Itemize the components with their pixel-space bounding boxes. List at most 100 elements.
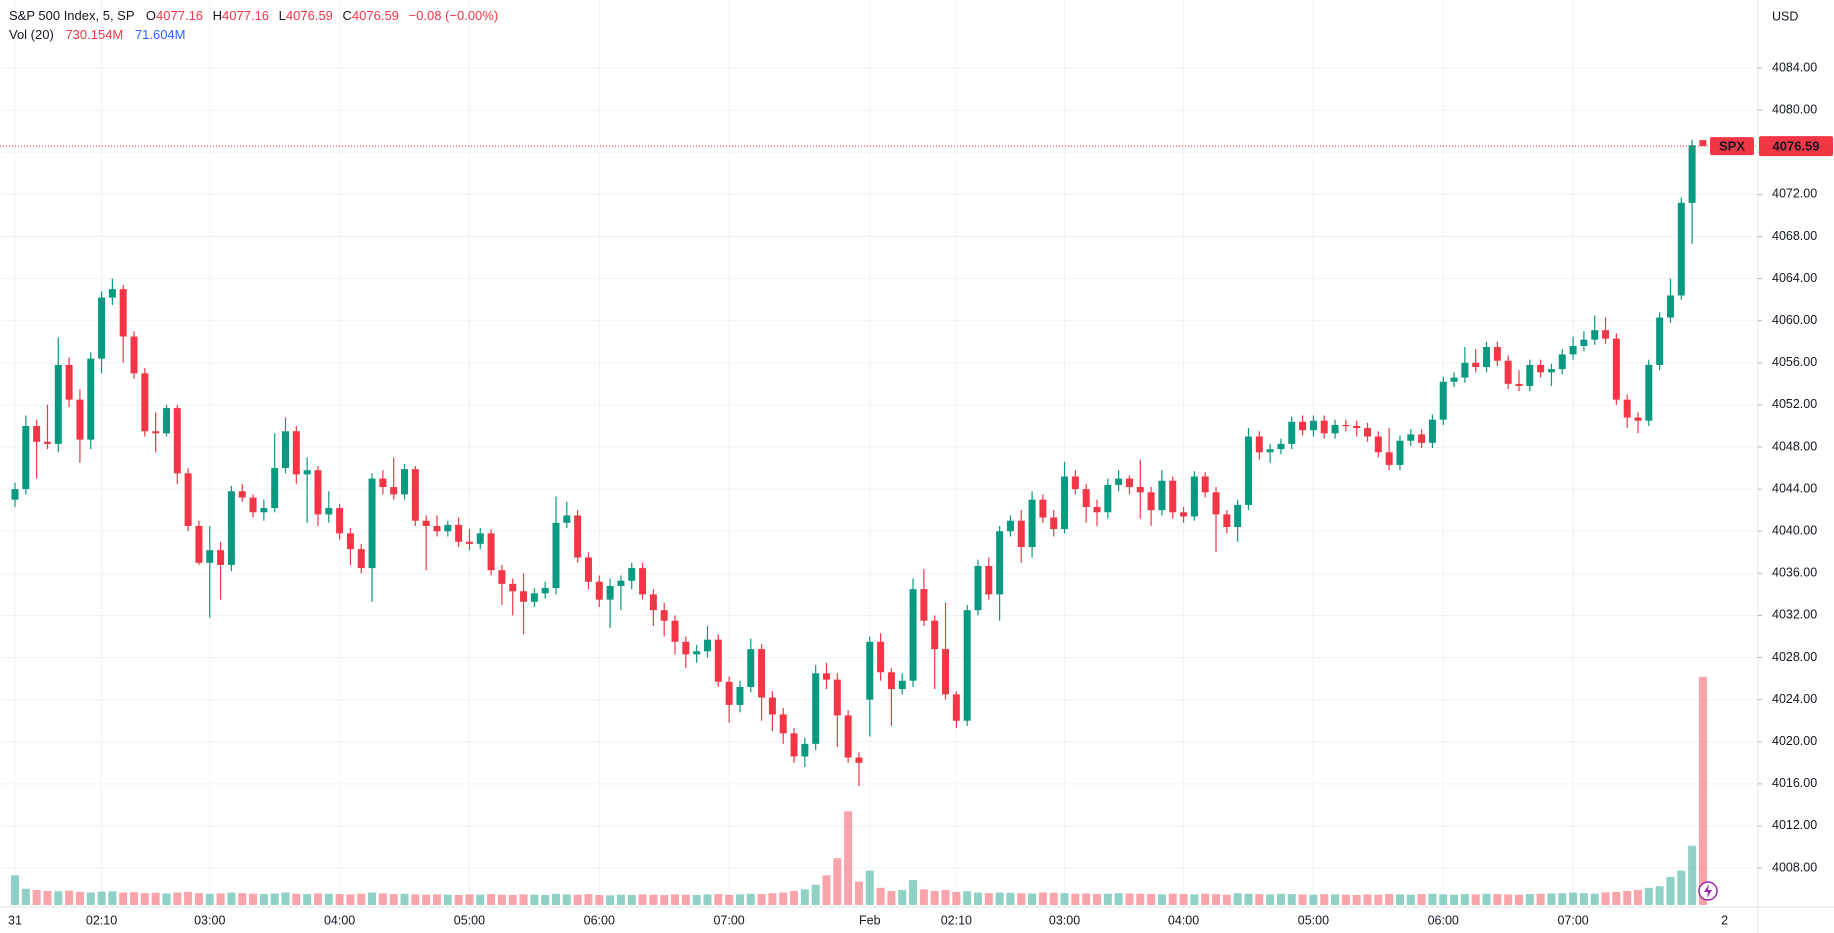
- volume-bar: [1460, 894, 1469, 905]
- candle-body: [660, 610, 668, 621]
- candle-body: [1353, 425, 1361, 429]
- volume-bar: [162, 893, 171, 905]
- ohlc-key: H: [213, 8, 222, 23]
- volume-bar: [1276, 893, 1285, 905]
- candle-body: [1645, 364, 1653, 421]
- candle-body: [22, 425, 30, 490]
- volume-bar: [1147, 894, 1156, 905]
- y-tick-label: 4024.00: [1772, 692, 1817, 706]
- volume-bar: [324, 893, 333, 905]
- candle-body: [595, 581, 603, 600]
- candle-body: [682, 641, 690, 655]
- candle-body: [292, 431, 300, 475]
- candle-body: [498, 570, 506, 584]
- volume-bar: [54, 891, 63, 905]
- ohlc-value: 4077.16: [156, 8, 203, 23]
- candle-body: [1385, 452, 1393, 465]
- change-value: −0.08 (−0.00%): [409, 8, 499, 23]
- candle-body: [574, 515, 582, 558]
- candle-body: [1656, 317, 1664, 365]
- volume-bar: [519, 894, 528, 905]
- x-tick-label: 06:00: [584, 913, 615, 927]
- candle-body: [390, 487, 398, 495]
- candle-body: [1050, 517, 1058, 530]
- candle-body: [649, 594, 657, 611]
- candle-body: [693, 651, 701, 655]
- candle-body: [1320, 420, 1328, 434]
- volume-bar: [671, 894, 680, 905]
- candle-body: [76, 399, 84, 440]
- volume-bar: [692, 895, 701, 905]
- y-tick-label: 4040.00: [1772, 524, 1817, 538]
- candle-body: [823, 673, 830, 680]
- volume-bar: [930, 890, 939, 905]
- volume-bar: [800, 889, 809, 905]
- candle-body: [887, 672, 895, 690]
- candle-body: [1493, 347, 1501, 361]
- candle-body: [606, 585, 614, 600]
- volume-bar: [1655, 886, 1664, 905]
- candle-body: [1266, 449, 1274, 453]
- candle-body: [1634, 417, 1642, 421]
- candle-body: [1071, 476, 1079, 490]
- candle-body: [1612, 338, 1620, 400]
- candle-body: [931, 620, 939, 650]
- y-tick-label: 4084.00: [1772, 60, 1817, 74]
- volume-bar: [984, 893, 993, 905]
- volume-bar: [854, 881, 863, 905]
- candle-body: [336, 508, 344, 534]
- y-tick-label: 4028.00: [1772, 650, 1817, 664]
- candle-body: [1623, 399, 1631, 418]
- y-tick-label: 4068.00: [1772, 229, 1817, 243]
- volume-bar: [140, 893, 149, 905]
- volume-bar: [1287, 894, 1296, 905]
- price-tag-label: 4076.59: [1773, 139, 1820, 154]
- candle-body: [1342, 424, 1350, 427]
- volume-bar: [1514, 894, 1523, 905]
- candle-body: [1223, 514, 1231, 528]
- x-tick-label: 05:00: [1298, 913, 1329, 927]
- candle-body: [433, 525, 441, 532]
- y-tick-label: 4012.00: [1772, 818, 1817, 832]
- x-tick-label: 06:00: [1428, 913, 1459, 927]
- volume-bar: [1536, 893, 1545, 905]
- volume-bar: [681, 894, 690, 905]
- volume-bar: [1017, 893, 1026, 905]
- candle-body: [1125, 478, 1133, 488]
- volume-bar: [1644, 887, 1653, 905]
- candle-body: [238, 491, 246, 498]
- volume-bar: [595, 895, 604, 905]
- candle-body: [671, 620, 679, 642]
- volume-bar: [65, 890, 74, 905]
- candle-body: [173, 408, 181, 474]
- volume-bar: [1233, 893, 1242, 905]
- candle-body: [1309, 420, 1317, 431]
- candle-body: [282, 431, 289, 469]
- candle-body: [552, 522, 560, 589]
- volume-bar: [573, 894, 582, 905]
- candle-body: [1688, 145, 1696, 203]
- volume-pane: [11, 676, 1707, 905]
- candle-body: [227, 491, 235, 565]
- x-tick-label: 04:00: [1168, 913, 1199, 927]
- volume-bar: [335, 894, 344, 905]
- candle-body: [54, 364, 62, 444]
- candle-body: [1006, 520, 1014, 532]
- candle-body: [1244, 436, 1252, 505]
- candle-body: [779, 714, 787, 734]
- volume-bar: [1417, 894, 1426, 905]
- candle-body: [1017, 520, 1025, 548]
- candle-body: [855, 757, 863, 763]
- candle-body: [1115, 478, 1123, 485]
- volume-bar: [454, 895, 463, 905]
- volume-bar: [443, 894, 452, 905]
- volume-bar: [1222, 894, 1231, 905]
- candle-body: [877, 641, 885, 673]
- x-tick-label: 07:00: [1557, 913, 1588, 927]
- x-tick-label: 02:10: [941, 913, 972, 927]
- volume-bar: [1385, 894, 1394, 905]
- candle-body: [541, 588, 549, 594]
- volume-bar: [313, 893, 322, 905]
- x-tick-label: 05:00: [454, 913, 485, 927]
- volume-bar: [1439, 894, 1448, 905]
